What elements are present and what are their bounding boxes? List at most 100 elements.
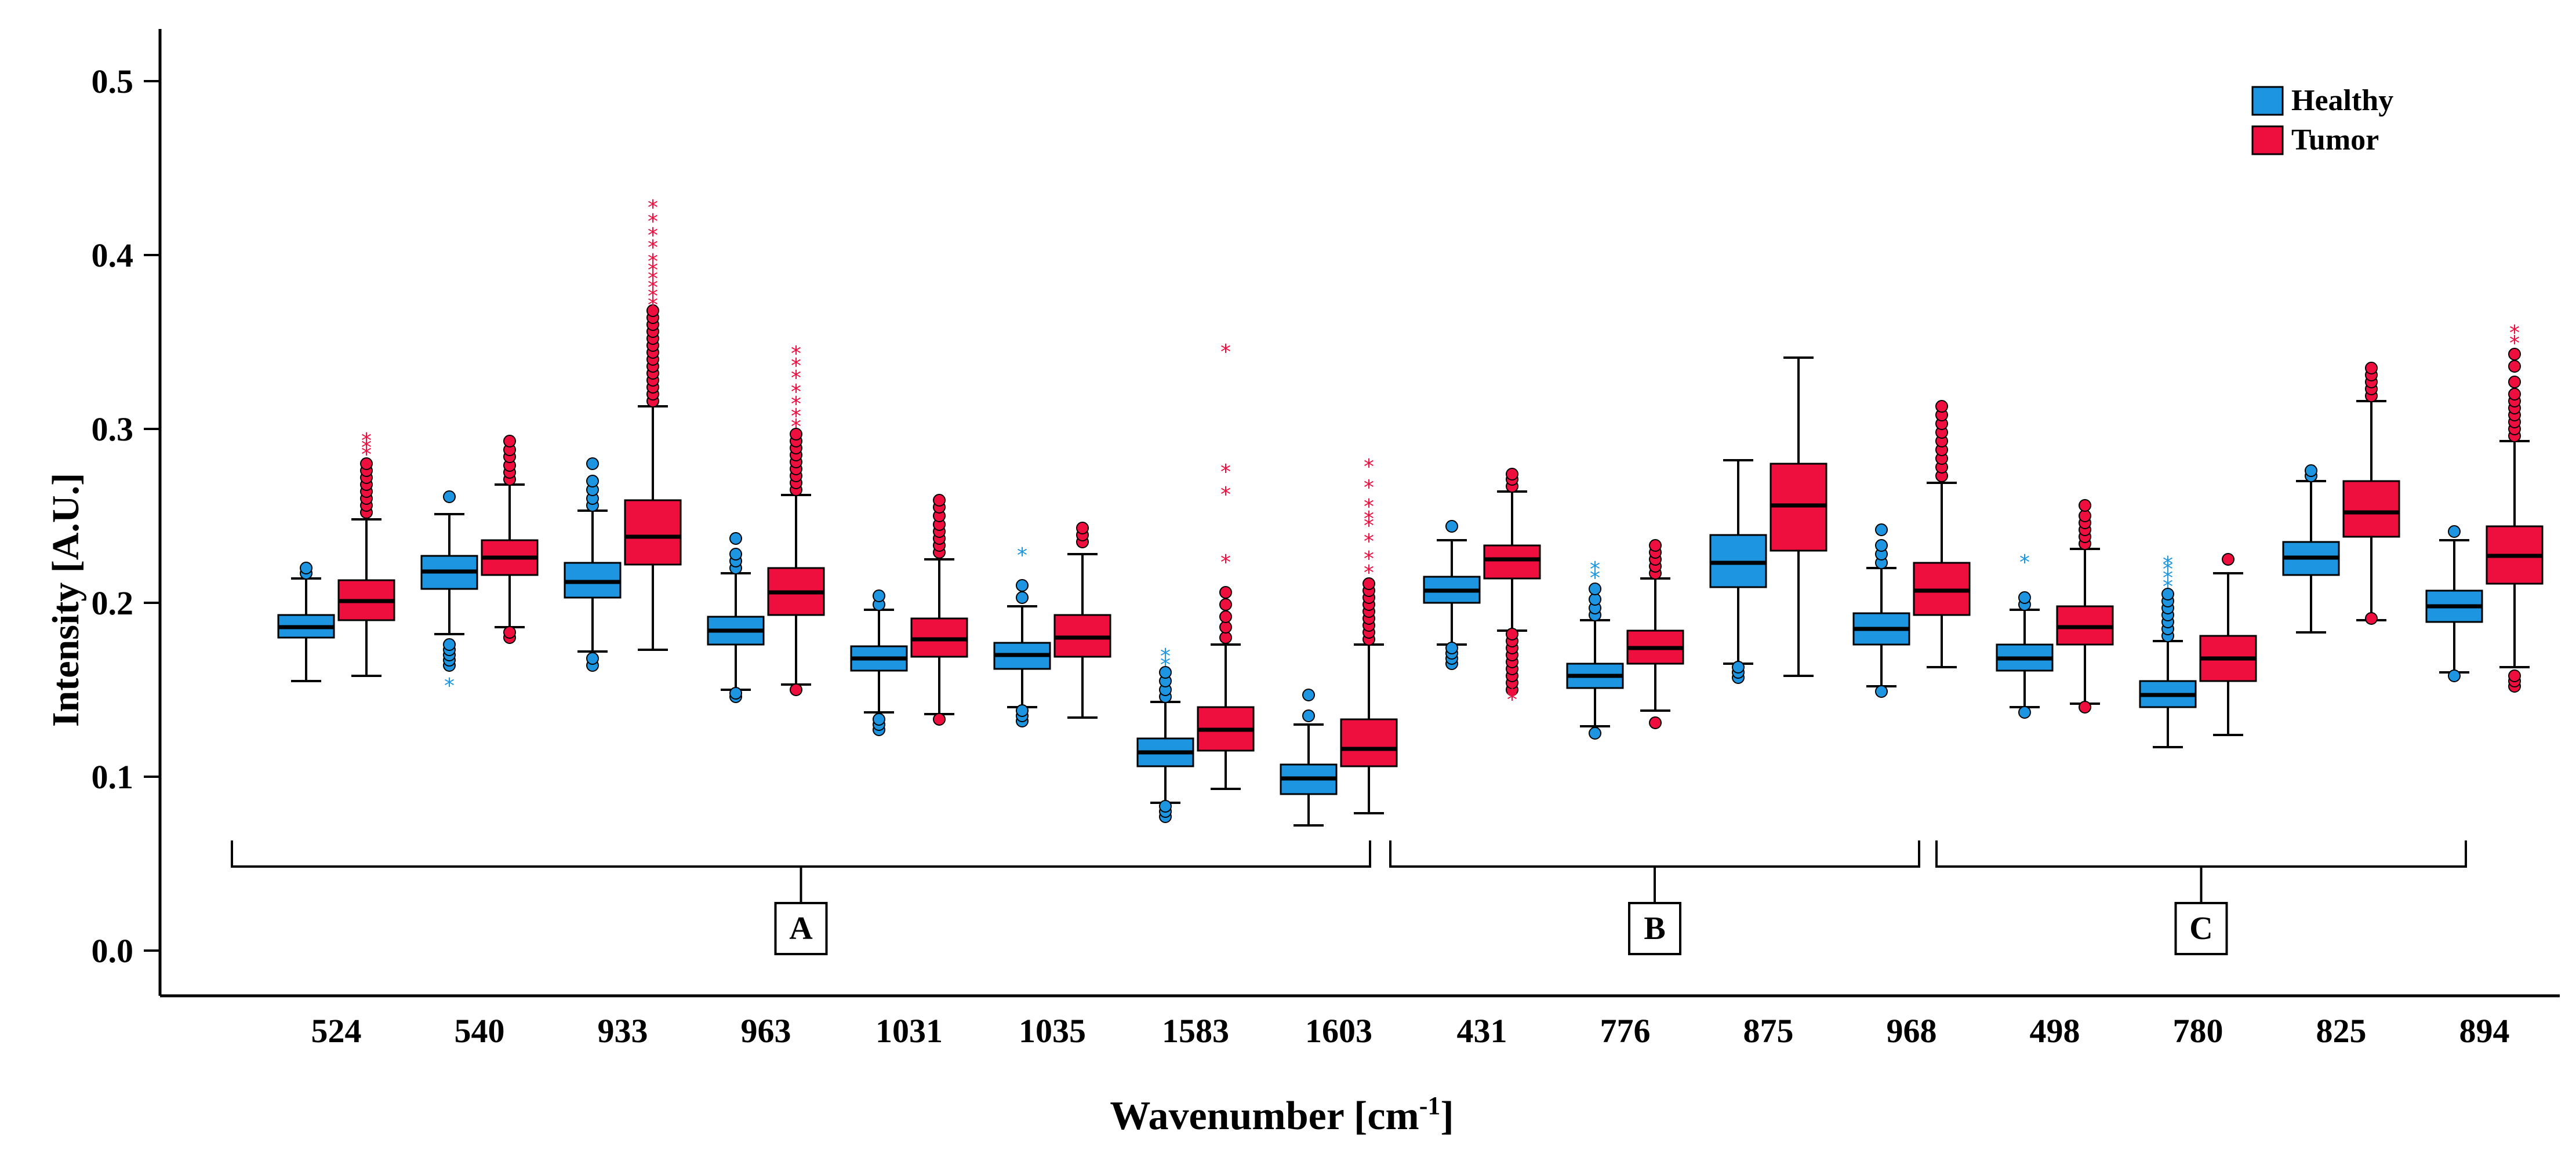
iqr-box (1340, 718, 1398, 767)
box-tumor-894: ** (2486, 321, 2544, 693)
box-healthy-780: **** (2139, 552, 2197, 748)
extreme-point: * (1220, 340, 1231, 364)
extreme-point: * (1590, 566, 1600, 590)
category-label: 1031 (875, 1012, 943, 1050)
y-tick-label: 0.1 (92, 758, 134, 796)
outlier-point (933, 494, 946, 507)
extreme-point: * (648, 293, 658, 317)
outlier-point (1016, 579, 1029, 592)
outlier-point (1159, 800, 1172, 813)
group-label: B (1644, 911, 1665, 947)
outlier-point (1649, 539, 1662, 552)
extreme-point: * (1220, 460, 1231, 484)
extreme-point: * (648, 285, 658, 308)
outlier-point (646, 304, 659, 317)
category-label: 1603 (1305, 1012, 1372, 1050)
outlier-point (2448, 525, 2461, 538)
box-tumor-933: ********** (624, 196, 682, 651)
x-axis-title-end: ] (1440, 1094, 1454, 1138)
extreme-point: * (1364, 547, 1374, 571)
x-axis-title: Wavenumber [cm-1] (1110, 1091, 1454, 1138)
box-tumor-825 (2342, 362, 2400, 625)
group-label-box (1628, 902, 1681, 955)
group-bracket-B: B (1389, 840, 1920, 955)
bracket-line (1935, 840, 2467, 868)
extreme-point: * (1364, 476, 1374, 500)
outlier-point (790, 428, 802, 441)
extreme-point: * (791, 366, 801, 390)
box-healthy-498: * (1996, 551, 2054, 719)
group-bracket-A: A (231, 840, 1371, 955)
extreme-point: * (791, 380, 801, 404)
outlier-point (2365, 612, 2378, 625)
extreme-point: * (791, 415, 801, 439)
extreme-point: * (791, 354, 801, 378)
outlier-point (2305, 464, 2317, 477)
category-label: 498 (2030, 1012, 2080, 1050)
outlier-point (443, 638, 456, 651)
box-tumor-776 (1626, 539, 1684, 729)
extreme-point: * (1220, 483, 1231, 507)
outlier-point (1649, 716, 1662, 729)
box-tumor-524: *** (337, 429, 395, 677)
box-healthy-1603 (1280, 689, 1338, 827)
outlier-point (1302, 709, 1315, 722)
extreme-point: * (648, 196, 658, 220)
box-tumor-963: ******* (767, 342, 825, 696)
category-label: 1035 (1019, 1012, 1086, 1050)
outlier-point (1302, 689, 1315, 701)
extreme-point: * (648, 210, 658, 234)
extreme-point: * (2019, 551, 2030, 574)
box-healthy-540: * (420, 490, 478, 698)
extreme-point: * (648, 224, 658, 248)
box-healthy-1031 (850, 589, 908, 736)
outlier-point (1445, 642, 1458, 654)
extreme-point: * (1364, 514, 1374, 538)
category-label: 933 (598, 1012, 648, 1050)
outlier-point (1506, 628, 1518, 640)
extreme-point: * (791, 342, 801, 366)
extreme-point: * (1507, 683, 1517, 707)
outlier-point (1732, 661, 1745, 674)
outlier-point (1159, 666, 1172, 679)
box-tumor-780 (2199, 553, 2257, 736)
extreme-point: * (1364, 561, 1374, 585)
box-tumor-498 (2056, 499, 2114, 714)
extreme-point: * (2163, 558, 2173, 581)
box-healthy-875 (1709, 459, 1767, 684)
outlier-point (1016, 591, 1029, 604)
extreme-point: * (361, 429, 372, 453)
legend-swatch-healthy (2251, 86, 2284, 116)
outlier-point (2448, 669, 2461, 682)
group-bracket-C: C (1935, 840, 2467, 955)
extreme-point: * (1017, 544, 1027, 567)
group-brackets: A B C (231, 840, 2467, 955)
outlier-point (2222, 553, 2235, 566)
box-healthy-524 (277, 562, 335, 682)
extreme-point: * (2509, 321, 2520, 345)
extreme-point: * (648, 267, 658, 291)
box-tumor-1583: **** (1197, 340, 1255, 790)
outlier-point (1875, 539, 1888, 552)
box-tumor-1603: ******** (1340, 455, 1398, 814)
outlier-point (2018, 591, 2031, 604)
extreme-point: * (648, 276, 658, 300)
extreme-point: * (1590, 558, 1600, 581)
box-healthy-1035: * (993, 544, 1051, 727)
box-healthy-431 (1423, 520, 1481, 670)
extreme-point: * (361, 436, 372, 460)
extreme-point: * (1160, 653, 1171, 677)
outlier-point (2018, 706, 2031, 719)
category-label: 431 (1457, 1012, 1507, 1050)
outlier-point (1589, 727, 1601, 740)
outlier-point (2161, 588, 2174, 600)
box-healthy-825 (2282, 464, 2340, 634)
iqr-box (2342, 480, 2400, 538)
group-label: A (789, 911, 813, 947)
bracket-line (1389, 840, 1920, 868)
outlier-point (1219, 598, 1232, 611)
legend-label-healthy: Healthy (2291, 84, 2393, 117)
outlier-point (2508, 348, 2521, 361)
box-tumor-1035 (1053, 522, 1111, 719)
